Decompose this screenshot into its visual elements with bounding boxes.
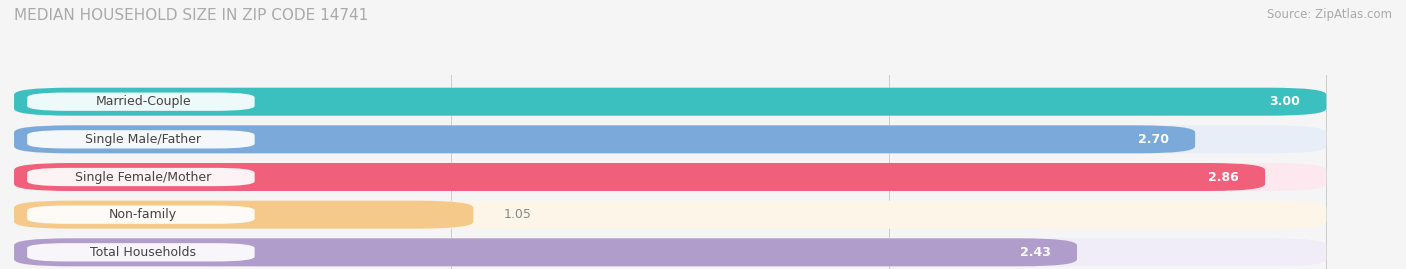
Text: Source: ZipAtlas.com: Source: ZipAtlas.com: [1267, 8, 1392, 21]
FancyBboxPatch shape: [27, 243, 254, 261]
FancyBboxPatch shape: [14, 201, 474, 229]
Text: Total Households: Total Households: [90, 246, 195, 259]
FancyBboxPatch shape: [14, 125, 1195, 153]
Text: 1.05: 1.05: [503, 208, 531, 221]
FancyBboxPatch shape: [27, 93, 254, 111]
Text: Single Female/Mother: Single Female/Mother: [75, 171, 211, 183]
FancyBboxPatch shape: [14, 163, 1265, 191]
FancyBboxPatch shape: [27, 206, 254, 224]
Text: 2.86: 2.86: [1208, 171, 1239, 183]
FancyBboxPatch shape: [14, 88, 1326, 116]
Text: 2.70: 2.70: [1137, 133, 1168, 146]
FancyBboxPatch shape: [14, 238, 1326, 266]
FancyBboxPatch shape: [14, 163, 1326, 191]
FancyBboxPatch shape: [27, 130, 254, 148]
Text: Married-Couple: Married-Couple: [96, 95, 191, 108]
FancyBboxPatch shape: [14, 238, 1077, 266]
Text: Non-family: Non-family: [110, 208, 177, 221]
FancyBboxPatch shape: [14, 201, 1326, 229]
Text: MEDIAN HOUSEHOLD SIZE IN ZIP CODE 14741: MEDIAN HOUSEHOLD SIZE IN ZIP CODE 14741: [14, 8, 368, 23]
FancyBboxPatch shape: [14, 88, 1326, 116]
Text: 2.43: 2.43: [1019, 246, 1050, 259]
FancyBboxPatch shape: [14, 125, 1326, 153]
Text: 3.00: 3.00: [1270, 95, 1301, 108]
Text: Single Male/Father: Single Male/Father: [86, 133, 201, 146]
FancyBboxPatch shape: [27, 168, 254, 186]
